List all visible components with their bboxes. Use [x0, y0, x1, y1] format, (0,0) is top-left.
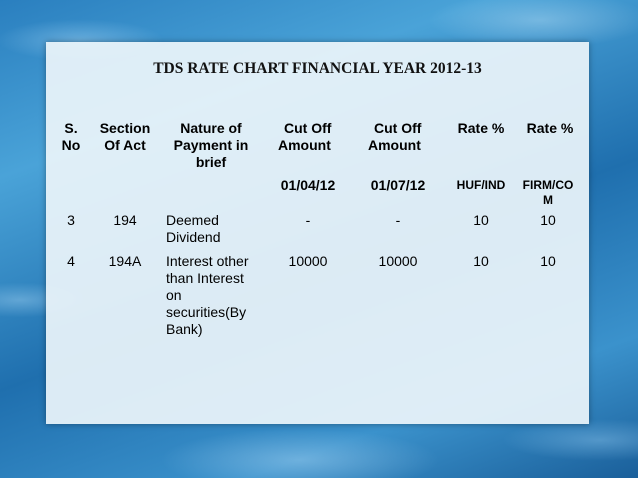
row-2-rate-1: 10 [473, 253, 489, 269]
row-1-rate-2: 10 [540, 212, 556, 228]
header-cutoff-1: Cut Off Amount [278, 120, 332, 153]
row-1-sno: 3 [67, 212, 75, 228]
header-nature: Nature of Payment in brief [173, 120, 249, 170]
header-cutoff-2: Cut Off Amount [368, 120, 422, 153]
row-1-cutoff-2: - [395, 212, 401, 228]
row-1-rate-1: 10 [473, 212, 489, 228]
row-2-nature: Interest other than Interest on securities(… [166, 253, 249, 337]
row-2-cutoff-1: 10000 [288, 253, 328, 269]
row-2-sno: 4 [67, 253, 75, 269]
row-2-cutoff-2: 10000 [378, 253, 418, 269]
row-2-rate-2: 10 [540, 253, 556, 269]
row-1-cutoff-1: - [305, 212, 311, 228]
row-2-section: 194A [108, 253, 142, 269]
header-rate-2: Rate % [526, 120, 574, 136]
subheader-rate-2: FIRM/CO M [522, 178, 574, 207]
subheader-rate-1: HUF/IND [456, 178, 506, 192]
row-1-section: 194 [113, 212, 137, 228]
slide-title: TDS RATE CHART FINANCIAL YEAR 2012-13 [153, 60, 482, 77]
subheader-cutoff-2: 01/07/12 [370, 177, 426, 193]
header-section: Section Of Act [99, 120, 151, 153]
row-1-nature: Deemed Dividend [166, 212, 221, 245]
slide-panel: TDS RATE CHART FINANCIAL YEAR 2012-13 S.… [46, 42, 589, 424]
header-rate-1: Rate % [457, 120, 505, 136]
subheader-cutoff-1: 01/04/12 [280, 177, 336, 193]
header-sno: S. No [61, 120, 81, 153]
